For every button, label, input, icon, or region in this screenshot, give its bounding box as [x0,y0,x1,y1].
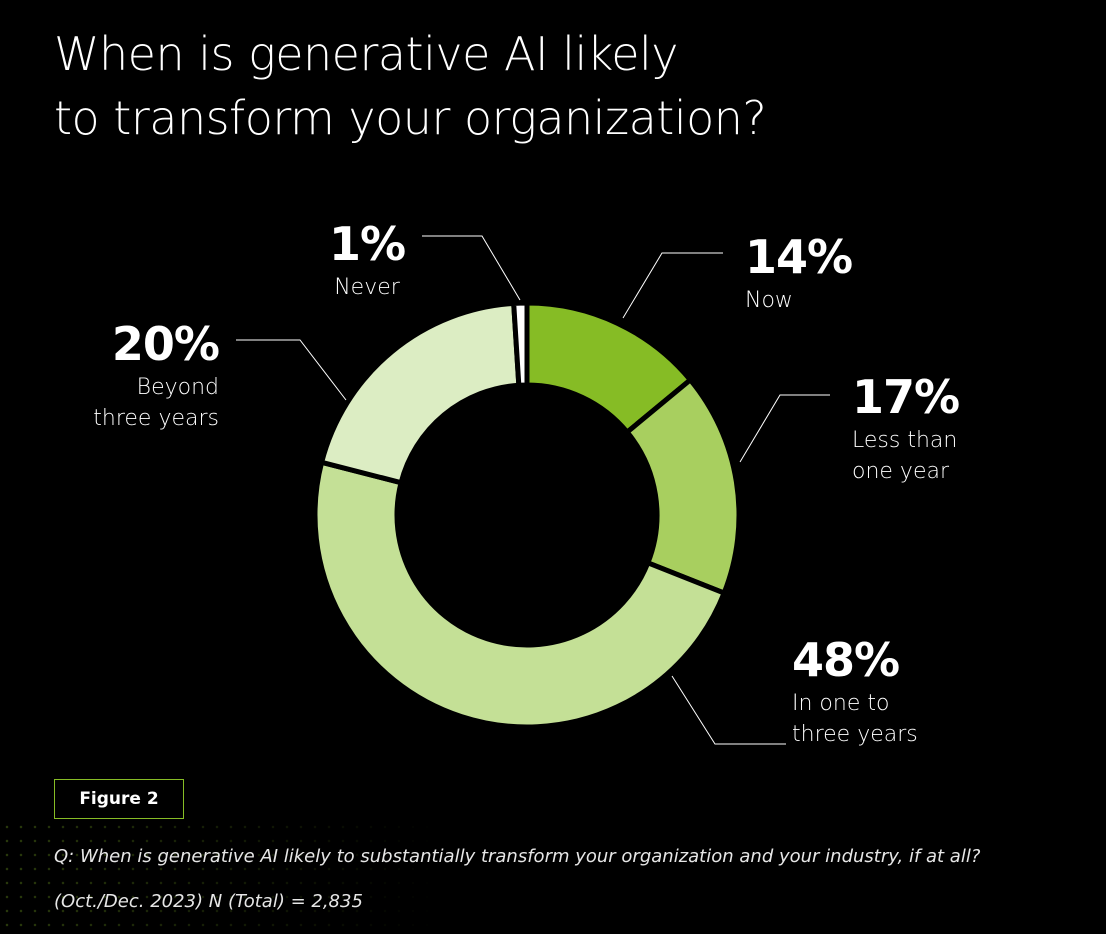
value-label-in-one-to-three-years: 48% [792,633,899,687]
donut-slices [312,300,742,730]
leader-line-in-one-to-three-years [671,675,786,745]
decorative-dot-pattern [0,820,440,934]
footnote-sample: (Oct./Dec. 2023) N (Total) = 2,835 [54,891,363,912]
category-label-beyond-three-years-line-1: Beyond [137,375,219,400]
data-labels: 14% Now 17% Less than one year 48% In one to th… [93,217,960,747]
chart-title-line-1: When is generative AI likely [54,27,679,81]
footnote-question: Q: When is generative AI likely to subst… [54,846,981,867]
leader-line-beyond-three-years [236,339,347,401]
leader-line-now [622,252,723,319]
slice-never [511,300,530,388]
slice-beyond-three-years [318,300,522,486]
category-label-now-line-1: Now [745,288,793,313]
value-label-less-than-one-year: 17% [852,370,959,424]
figure-label: Figure 2 [79,789,159,809]
donut-chart: 14% Now 17% Less than one year 48% In one to th… [93,217,960,747]
category-label-in-one-to-three-years-line-1: In one to [792,691,889,716]
figure-badge: Figure 2 [54,779,184,819]
category-label-less-than-one-year-line-2: one year [852,459,950,484]
category-label-less-than-one-year-line-1: Less than [852,428,957,453]
value-label-never: 1% [329,217,405,271]
category-label-in-one-to-three-years-line-2: three years [792,722,918,747]
category-label-never-line-1: Never [334,275,401,300]
leader-line-less-than-one-year [739,394,830,463]
slice-in-one-to-three-years [312,459,728,730]
value-label-now: 14% [745,230,852,284]
chart-title-line-2: to transform your organization? [54,91,767,145]
value-label-beyond-three-years: 20% [112,317,219,371]
category-label-beyond-three-years-line-2: three years [93,406,219,431]
leader-line-never [422,235,521,301]
chart-title: When is generative AI likely to transfor… [54,22,767,150]
leader-lines [236,235,830,745]
